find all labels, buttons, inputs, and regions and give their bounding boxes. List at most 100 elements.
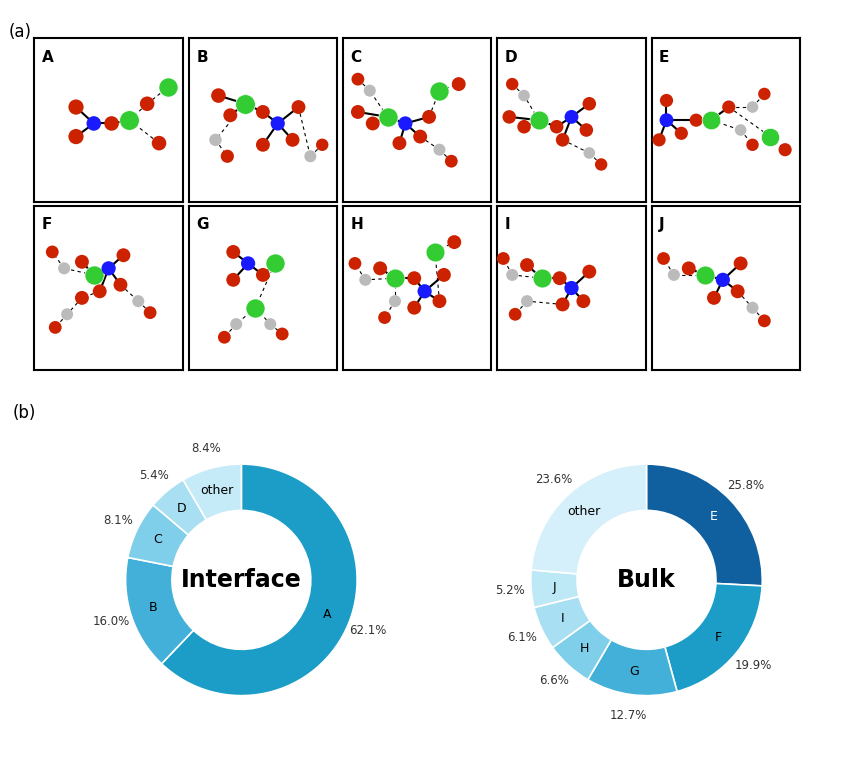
Point bbox=[517, 121, 530, 133]
Text: Bulk: Bulk bbox=[616, 568, 675, 592]
Text: G: G bbox=[629, 665, 639, 678]
Point bbox=[69, 130, 83, 143]
Point bbox=[659, 95, 672, 107]
Point bbox=[428, 246, 442, 258]
Text: J: J bbox=[552, 581, 555, 594]
Point bbox=[517, 89, 530, 101]
Point bbox=[256, 139, 269, 151]
Point bbox=[350, 106, 364, 118]
Text: 5.4%: 5.4% bbox=[139, 468, 168, 481]
Point bbox=[519, 295, 533, 307]
Point bbox=[93, 285, 107, 298]
Text: I: I bbox=[505, 217, 510, 233]
Point bbox=[733, 124, 746, 136]
Point bbox=[697, 269, 711, 281]
Point bbox=[48, 321, 62, 333]
Point bbox=[432, 85, 446, 97]
Point bbox=[447, 236, 461, 248]
Point bbox=[703, 114, 717, 126]
Text: G: G bbox=[196, 217, 208, 233]
Text: other: other bbox=[567, 505, 600, 518]
Point bbox=[387, 295, 401, 307]
Point bbox=[373, 262, 387, 275]
Point bbox=[706, 291, 720, 304]
Point bbox=[398, 118, 412, 130]
Text: (b): (b) bbox=[13, 404, 36, 423]
Point bbox=[579, 124, 592, 136]
Point bbox=[745, 139, 759, 151]
Point bbox=[555, 134, 569, 146]
Point bbox=[268, 257, 282, 269]
Point bbox=[60, 308, 74, 320]
Wedge shape bbox=[530, 464, 646, 574]
Point bbox=[223, 109, 237, 121]
Text: other: other bbox=[201, 484, 233, 497]
Point bbox=[69, 101, 83, 113]
Point bbox=[211, 89, 225, 101]
Point bbox=[502, 111, 516, 123]
Text: A: A bbox=[323, 608, 331, 621]
Point bbox=[358, 274, 372, 286]
Point bbox=[387, 272, 401, 285]
Point bbox=[75, 256, 89, 268]
Point bbox=[508, 308, 522, 320]
Text: D: D bbox=[505, 50, 517, 65]
Text: 23.6%: 23.6% bbox=[535, 473, 572, 486]
Text: C: C bbox=[350, 50, 362, 65]
Point bbox=[549, 121, 563, 133]
Point bbox=[217, 331, 231, 343]
Point bbox=[377, 311, 391, 324]
Point bbox=[131, 295, 145, 307]
Point bbox=[57, 262, 71, 275]
Point bbox=[87, 269, 101, 281]
Point bbox=[362, 85, 376, 97]
Point bbox=[143, 307, 157, 319]
Text: F: F bbox=[42, 217, 53, 233]
Wedge shape bbox=[534, 597, 590, 648]
Point bbox=[315, 139, 329, 151]
Point bbox=[226, 246, 240, 258]
Point bbox=[285, 134, 299, 146]
Point bbox=[505, 78, 518, 90]
Point bbox=[392, 137, 406, 150]
Point bbox=[102, 262, 115, 275]
Point bbox=[116, 249, 130, 261]
Point bbox=[407, 301, 421, 314]
Point bbox=[220, 150, 234, 163]
Point bbox=[46, 246, 59, 258]
Wedge shape bbox=[153, 480, 206, 535]
Point bbox=[263, 318, 277, 330]
Text: H: H bbox=[579, 642, 588, 655]
Point bbox=[437, 269, 450, 281]
Point bbox=[733, 257, 746, 269]
Text: 8.1%: 8.1% bbox=[103, 514, 133, 527]
Wedge shape bbox=[646, 464, 761, 586]
Point bbox=[256, 106, 269, 118]
Point bbox=[745, 101, 759, 113]
Text: E: E bbox=[659, 50, 669, 65]
Text: B: B bbox=[196, 50, 208, 65]
Text: H: H bbox=[350, 217, 362, 233]
Point bbox=[582, 266, 596, 278]
Point bbox=[681, 262, 695, 275]
Point bbox=[275, 328, 288, 340]
Point bbox=[673, 127, 687, 140]
Point bbox=[444, 155, 458, 167]
Point bbox=[519, 259, 533, 271]
Text: E: E bbox=[709, 510, 716, 523]
Point bbox=[659, 114, 672, 126]
Text: 25.8%: 25.8% bbox=[726, 479, 763, 492]
Text: 12.7%: 12.7% bbox=[609, 709, 647, 722]
Point bbox=[270, 118, 284, 130]
Point bbox=[348, 257, 362, 269]
Text: 6.6%: 6.6% bbox=[539, 674, 569, 687]
Point bbox=[140, 98, 154, 110]
Point bbox=[777, 143, 791, 156]
Point bbox=[666, 269, 680, 281]
Wedge shape bbox=[183, 464, 241, 520]
Text: F: F bbox=[715, 632, 722, 645]
Point bbox=[256, 269, 269, 281]
Wedge shape bbox=[161, 464, 356, 696]
Point bbox=[75, 291, 89, 304]
Point bbox=[303, 150, 317, 163]
